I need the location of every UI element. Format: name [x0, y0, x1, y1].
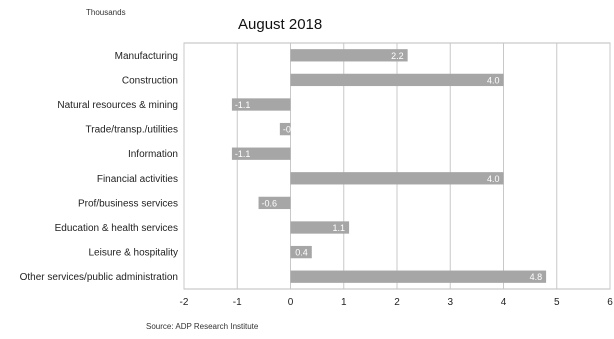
data-label: 0.4 [295, 248, 308, 258]
source-note: Source: ADP Research Institute [146, 322, 259, 331]
x-tick-label: 6 [607, 297, 613, 308]
bar [258, 196, 291, 210]
category-label: Prof/business services [78, 198, 178, 209]
bar [231, 98, 291, 111]
x-tick-label: 4 [501, 297, 507, 308]
x-tick-label: 2 [394, 297, 400, 308]
bar [290, 270, 547, 283]
bar [231, 147, 291, 160]
category-label: Manufacturing [115, 51, 178, 62]
bar [279, 122, 291, 136]
category-label: Information [128, 149, 178, 160]
data-label: -0.6 [262, 198, 278, 208]
category-label: Financial activities [97, 174, 178, 185]
data-label: 4.0 [487, 174, 500, 184]
category-label: Construction [122, 75, 178, 86]
data-label: 2.2 [391, 51, 404, 61]
category-label: Trade/transp./utilities [86, 125, 178, 136]
x-tick-label: 1 [341, 297, 347, 308]
category-label: Natural resources & mining [57, 100, 178, 111]
data-label: 4.8 [530, 272, 543, 282]
data-label: 4.0 [487, 75, 500, 85]
x-tick-label: 3 [447, 297, 453, 308]
bar [290, 245, 312, 259]
bar [290, 172, 504, 185]
category-label: Other services/public administration [20, 272, 178, 283]
bar [290, 73, 504, 87]
bar [290, 221, 350, 234]
category-label: Education & health services [55, 223, 178, 234]
bar [290, 49, 408, 62]
data-label: -1.1 [235, 149, 251, 159]
chart-title: August 2018 [238, 16, 323, 33]
data-label: -0.2 [283, 125, 299, 135]
units-label: Thousands [86, 8, 126, 17]
category-label: Leisure & hospitality [89, 248, 179, 259]
data-label: 1.1 [333, 223, 346, 233]
x-tick-label: 0 [288, 297, 294, 308]
data-label: -1.1 [235, 100, 251, 110]
x-tick-label: -2 [180, 297, 189, 308]
x-tick-label: -1 [233, 297, 242, 308]
x-tick-label: 5 [554, 297, 560, 308]
